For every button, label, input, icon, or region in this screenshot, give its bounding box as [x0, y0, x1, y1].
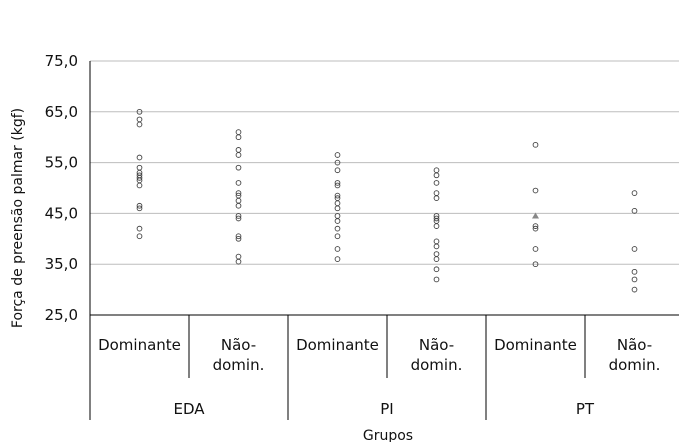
y-tick-label: 25,0 — [45, 306, 78, 324]
data-point — [433, 180, 440, 186]
data-point — [136, 202, 143, 209]
data-point — [136, 205, 143, 212]
data-point — [235, 233, 242, 240]
data-point — [136, 182, 143, 189]
x-axis-title: Grupos — [363, 428, 413, 442]
data-point-triangle — [532, 212, 539, 219]
data-point — [433, 195, 440, 202]
data-point — [235, 253, 242, 260]
data-point — [334, 205, 341, 212]
data-point — [136, 164, 143, 171]
data-point — [136, 108, 143, 115]
data-point — [235, 213, 242, 219]
data-point — [334, 182, 341, 189]
data-point — [433, 223, 440, 229]
data-point — [334, 246, 341, 252]
data-point — [334, 225, 341, 232]
data-point — [334, 159, 341, 166]
data-point — [433, 190, 440, 196]
data-point — [631, 190, 638, 196]
data-point — [334, 256, 341, 262]
category-label: Dominante — [494, 336, 577, 354]
group-label: PT — [576, 400, 595, 418]
data-point — [136, 121, 143, 128]
y-axis-title: Força de preensão palmar (kgf) — [10, 108, 26, 328]
y-tick-label: 45,0 — [45, 204, 78, 222]
y-axis: 25,0 35,0 45,0 55,0 65,0 75,0 — [45, 52, 91, 324]
category-label: Não-domin. — [609, 336, 661, 374]
data-point — [433, 266, 440, 273]
data-point — [532, 225, 539, 232]
data-point — [433, 251, 440, 257]
data-point — [235, 215, 242, 222]
gridlines — [90, 60, 679, 265]
data-point — [532, 223, 539, 229]
data-point — [136, 174, 143, 181]
category-label: Não-domin. — [213, 336, 265, 374]
data-point — [235, 190, 242, 196]
data-point — [334, 213, 341, 219]
data-point — [235, 164, 242, 171]
y-tick-label: 35,0 — [45, 255, 78, 273]
data-point — [136, 154, 143, 161]
data-point — [631, 286, 638, 293]
category-label: Dominante — [98, 336, 181, 354]
data-points — [136, 108, 638, 293]
category-label: Não-domin. — [411, 336, 463, 374]
data-point — [631, 268, 638, 275]
data-point — [631, 246, 638, 252]
data-point — [433, 215, 440, 222]
y-tick-label: 55,0 — [45, 154, 78, 172]
data-point — [136, 233, 143, 240]
data-point — [532, 246, 539, 252]
data-point — [532, 261, 539, 268]
data-point — [334, 200, 341, 207]
data-point — [235, 134, 242, 141]
data-point — [334, 218, 341, 224]
data-point — [433, 276, 440, 283]
data-point — [136, 116, 143, 123]
data-point — [334, 152, 341, 158]
data-point — [532, 187, 539, 194]
data-point — [235, 152, 242, 158]
y-tick-label: 75,0 — [45, 52, 78, 70]
data-point — [334, 192, 341, 199]
data-point — [334, 167, 341, 174]
group-label: PI — [380, 400, 393, 418]
data-point — [136, 225, 143, 232]
category-label: Dominante — [296, 336, 379, 354]
data-point — [334, 180, 341, 186]
data-point — [235, 147, 242, 153]
data-point — [433, 243, 440, 250]
data-point — [433, 167, 440, 174]
data-point — [631, 276, 638, 283]
data-point — [433, 238, 440, 245]
data-point — [235, 129, 242, 135]
data-point — [433, 172, 440, 179]
data-point — [334, 233, 341, 240]
x-axis: Dominante Não-domin. Dominante Não-domin. Do… — [89, 314, 679, 420]
data-point — [235, 258, 242, 265]
data-point — [235, 180, 242, 186]
data-point — [433, 256, 440, 262]
y-tick-label: 65,0 — [45, 103, 78, 121]
data-point — [235, 202, 242, 209]
data-point — [235, 235, 242, 242]
data-point — [631, 208, 638, 214]
data-point — [235, 197, 242, 204]
data-point — [532, 141, 539, 148]
group-label: EDA — [173, 400, 205, 418]
